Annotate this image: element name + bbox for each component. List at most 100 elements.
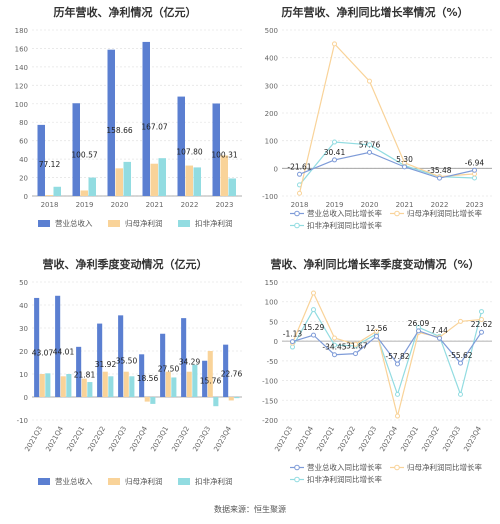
data-label: -34.45: [322, 343, 346, 352]
y-tick-label: -100: [262, 378, 278, 386]
series-point: [437, 175, 442, 181]
legend-swatch: [108, 478, 120, 485]
bar: [165, 371, 171, 397]
y-tick-label: 0: [24, 193, 28, 201]
bar: [177, 96, 185, 196]
y-tick-label: -50: [267, 358, 278, 366]
series-point: [458, 318, 463, 324]
y-tick-label: -150: [262, 397, 278, 405]
series-point: [290, 344, 295, 350]
y-tick-label: -200: [262, 417, 278, 425]
data-label: 7.44: [431, 326, 448, 335]
bar: [207, 351, 213, 397]
y-tick-label: 30: [19, 325, 28, 333]
bar: [158, 158, 166, 196]
series-point: [479, 329, 484, 335]
bar: [76, 346, 82, 397]
legend-swatch: [178, 478, 190, 485]
legend-marker: [294, 476, 300, 483]
series-point: [311, 307, 316, 313]
series-point: [332, 342, 337, 348]
bar: [102, 371, 108, 397]
bar: [34, 297, 40, 397]
bar: [193, 167, 201, 196]
series-point: [311, 332, 316, 338]
y-tick-label: 80: [19, 119, 28, 127]
series-line: [299, 151, 475, 179]
series-point: [367, 142, 372, 148]
bar: [53, 186, 61, 196]
series-point: [458, 391, 463, 397]
data-label: 22.62: [471, 320, 493, 329]
data-label: 44.01: [53, 347, 75, 356]
bar: [192, 364, 198, 397]
bar: [123, 371, 129, 397]
annual-growth-rate-svg: -100 0 100 200 300 400 500 2018 2019 2020 2021 2022…: [262, 27, 492, 230]
x-tick-label: 2022Q1: [65, 425, 86, 453]
data-label: 43.07: [32, 348, 54, 357]
y-tick-label: 180: [15, 27, 28, 35]
legend-label: 扣非净利润: [195, 476, 233, 486]
x-tick-label: 2023Q2: [170, 425, 191, 453]
series-point: [416, 328, 421, 334]
legend-label: 营业总收入: [55, 476, 93, 486]
bar: [213, 397, 219, 407]
data-label: 35.50: [116, 356, 138, 365]
bar: [108, 376, 114, 397]
bar: [45, 373, 51, 397]
data-label: -55.62: [448, 351, 472, 360]
x-tick-label: 2021Q3: [273, 425, 294, 453]
bar: [223, 344, 229, 397]
bar: [66, 374, 72, 397]
data-label: 15.76: [200, 377, 222, 386]
series-point: [332, 352, 337, 358]
series-point: [395, 413, 400, 419]
quarterly-revenue-profit-chart: 营收、净利季度变动情况（亿元） -10 0 10 20 30 40 50 2021Q3 2021…: [0, 252, 250, 502]
series-point: [472, 167, 477, 173]
series-point: [458, 360, 463, 366]
bar: [115, 168, 123, 196]
legend-swatch: [108, 220, 120, 227]
y-tick-label: 120: [15, 82, 28, 90]
x-tick-label: 2021Q4: [294, 425, 315, 454]
x-tick-label: 2023: [216, 201, 234, 209]
bar: [72, 103, 80, 196]
series-point: [374, 328, 379, 334]
y-tick-label: 0: [274, 165, 278, 173]
bar: [129, 376, 135, 397]
data-label: 18.56: [137, 374, 159, 383]
legend-marker: [294, 222, 300, 229]
series-point: [395, 391, 400, 397]
series-point: [437, 335, 442, 341]
x-tick-label: 2023Q2: [420, 425, 441, 453]
x-tick-label: 2023Q1: [149, 425, 170, 453]
x-tick-label: 2023Q3: [441, 425, 462, 453]
series-point: [367, 78, 372, 84]
data-label: -35.48: [427, 166, 451, 175]
y-tick-label: 0: [274, 338, 278, 346]
x-tick-label: 2022Q4: [378, 425, 399, 454]
x-tick-label: 2023Q1: [399, 425, 420, 453]
bar: [185, 165, 193, 196]
data-label: 100.31: [211, 150, 237, 159]
bar: [228, 397, 234, 401]
data-label: 107.80: [176, 147, 202, 156]
data-label: 100.57: [71, 150, 97, 159]
series-line: [292, 330, 482, 365]
legend-label: 营业总收入同比增长率: [307, 462, 382, 472]
data-label: 5.30: [396, 155, 413, 164]
series-point: [290, 339, 295, 345]
bar: [171, 377, 177, 397]
x-tick-label: 2021Q4: [44, 425, 65, 454]
quarterly-growth-rate-chart: 营收、净利同比增长率季度变动情况（%） -200 -150 -100 -50 0 50 10…: [250, 252, 500, 502]
bar: [142, 41, 150, 196]
y-tick-label: 500: [265, 27, 278, 35]
series-point: [332, 157, 337, 163]
x-tick-label: 2023Q4: [462, 425, 483, 454]
bar: [234, 397, 240, 399]
y-tick-label: 50: [19, 279, 28, 287]
legend-marker: [394, 210, 400, 217]
y-tick-label: 0: [24, 394, 28, 402]
